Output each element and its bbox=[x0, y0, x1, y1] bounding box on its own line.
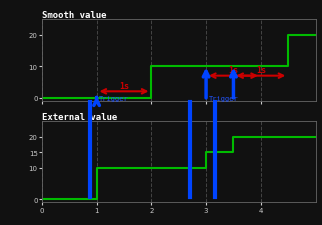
Text: Smooth value: Smooth value bbox=[42, 11, 106, 20]
Text: 1s: 1s bbox=[256, 66, 266, 74]
Text: External value: External value bbox=[42, 112, 117, 122]
Text: 1s: 1s bbox=[119, 81, 129, 90]
Text: Trigger: Trigger bbox=[209, 96, 239, 102]
Text: Trigger: Trigger bbox=[99, 96, 129, 102]
Text: 1s: 1s bbox=[228, 66, 239, 74]
